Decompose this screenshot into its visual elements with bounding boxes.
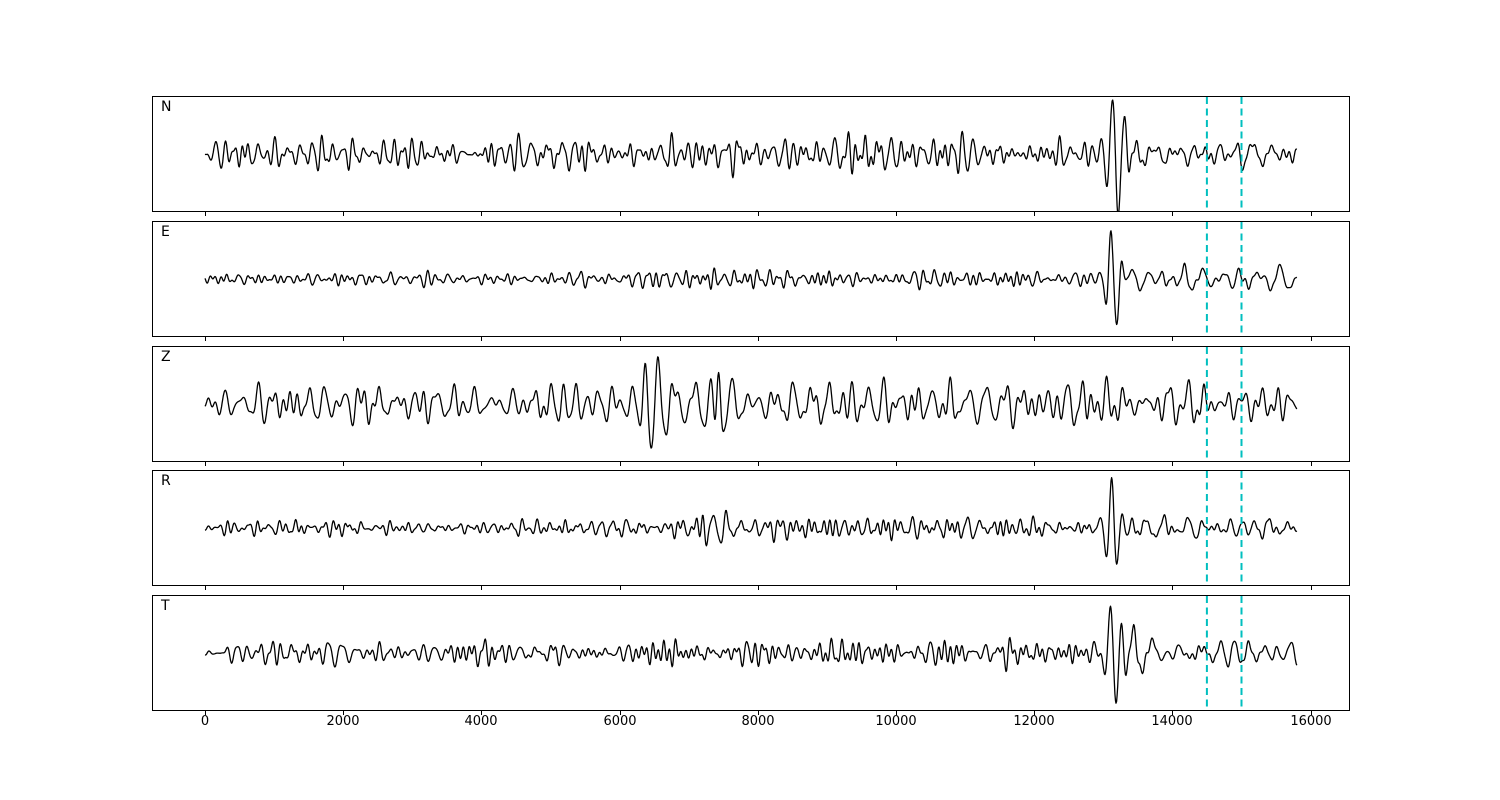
x-axis-tick (343, 586, 344, 590)
x-axis-tick (620, 586, 621, 590)
x-axis-tick (620, 462, 621, 466)
x-axis-tick (481, 337, 482, 341)
waveform-plot-Z (204, 347, 1298, 461)
x-axis-tick (343, 212, 344, 216)
panel-T: T (152, 595, 1350, 711)
x-axis-tick (481, 212, 482, 216)
x-axis-tick (343, 462, 344, 466)
panel-label-T: T (161, 598, 170, 614)
panel-label-Z: Z (161, 349, 171, 365)
panel-N: N (152, 96, 1350, 212)
waveform-trace-T (204, 605, 1298, 704)
x-axis-tick-label: 8000 (741, 714, 775, 729)
waveform-trace-R (204, 477, 1298, 565)
x-axis-tick (896, 212, 897, 216)
panel-R: R (152, 470, 1350, 586)
x-axis-tick (1311, 711, 1312, 715)
x-axis-tick (620, 711, 621, 715)
x-axis-tick (1311, 462, 1312, 466)
waveform-trace-Z (204, 356, 1298, 449)
x-axis-tick (896, 711, 897, 715)
x-axis-tick (758, 462, 759, 466)
x-axis-tick (205, 337, 206, 341)
x-axis-tick (620, 337, 621, 341)
x-axis-tick-label: 12000 (1013, 714, 1055, 729)
x-axis-tick (1311, 337, 1312, 341)
waveform-trace-N (204, 99, 1298, 211)
panel-label-R: R (161, 473, 171, 489)
x-axis-tick (758, 711, 759, 715)
x-axis-tick (620, 212, 621, 216)
x-axis-tick (896, 337, 897, 341)
x-axis-tick (1172, 212, 1173, 216)
x-axis-tick-label: 4000 (464, 714, 498, 729)
x-axis-tick (1172, 337, 1173, 341)
x-axis-tick (896, 462, 897, 466)
x-axis-tick (758, 212, 759, 216)
panel-label-N: N (161, 99, 172, 115)
waveform-plot-E (204, 222, 1298, 336)
x-axis-tick (343, 337, 344, 341)
x-axis-tick (1034, 711, 1035, 715)
x-axis-tick (481, 462, 482, 466)
x-axis-tick (205, 212, 206, 216)
x-axis-tick (205, 711, 206, 715)
x-axis-tick (481, 711, 482, 715)
x-axis-tick (205, 586, 206, 590)
x-axis-tick-label: 14000 (1151, 714, 1193, 729)
waveform-plot-T (204, 596, 1298, 710)
x-axis-tick (1034, 212, 1035, 216)
x-axis-tick-label: 16000 (1290, 714, 1332, 729)
panel-E: E (152, 221, 1350, 337)
x-axis-tick (343, 711, 344, 715)
waveform-plot-N (204, 97, 1298, 211)
x-axis-tick (205, 462, 206, 466)
x-axis-tick-label: 10000 (875, 714, 917, 729)
waveform-plot-R (204, 471, 1298, 585)
x-axis-tick-label: 2000 (326, 714, 360, 729)
x-axis-tick (481, 586, 482, 590)
waveform-trace-E (204, 230, 1298, 326)
x-axis-tick (1311, 212, 1312, 216)
panel-Z: Z (152, 346, 1350, 462)
x-axis-tick-label: 6000 (603, 714, 637, 729)
x-axis-tick (1311, 586, 1312, 590)
x-axis-tick (758, 586, 759, 590)
x-axis-tick (758, 337, 759, 341)
x-axis-tick (1172, 711, 1173, 715)
x-axis-tick (1034, 462, 1035, 466)
x-axis-tick (1172, 462, 1173, 466)
x-axis-tick (896, 586, 897, 590)
x-axis-tick (1034, 337, 1035, 341)
x-axis-tick-label: 0 (200, 714, 210, 729)
x-axis-tick (1172, 586, 1173, 590)
x-axis-tick (1034, 586, 1035, 590)
panel-label-E: E (161, 224, 170, 240)
